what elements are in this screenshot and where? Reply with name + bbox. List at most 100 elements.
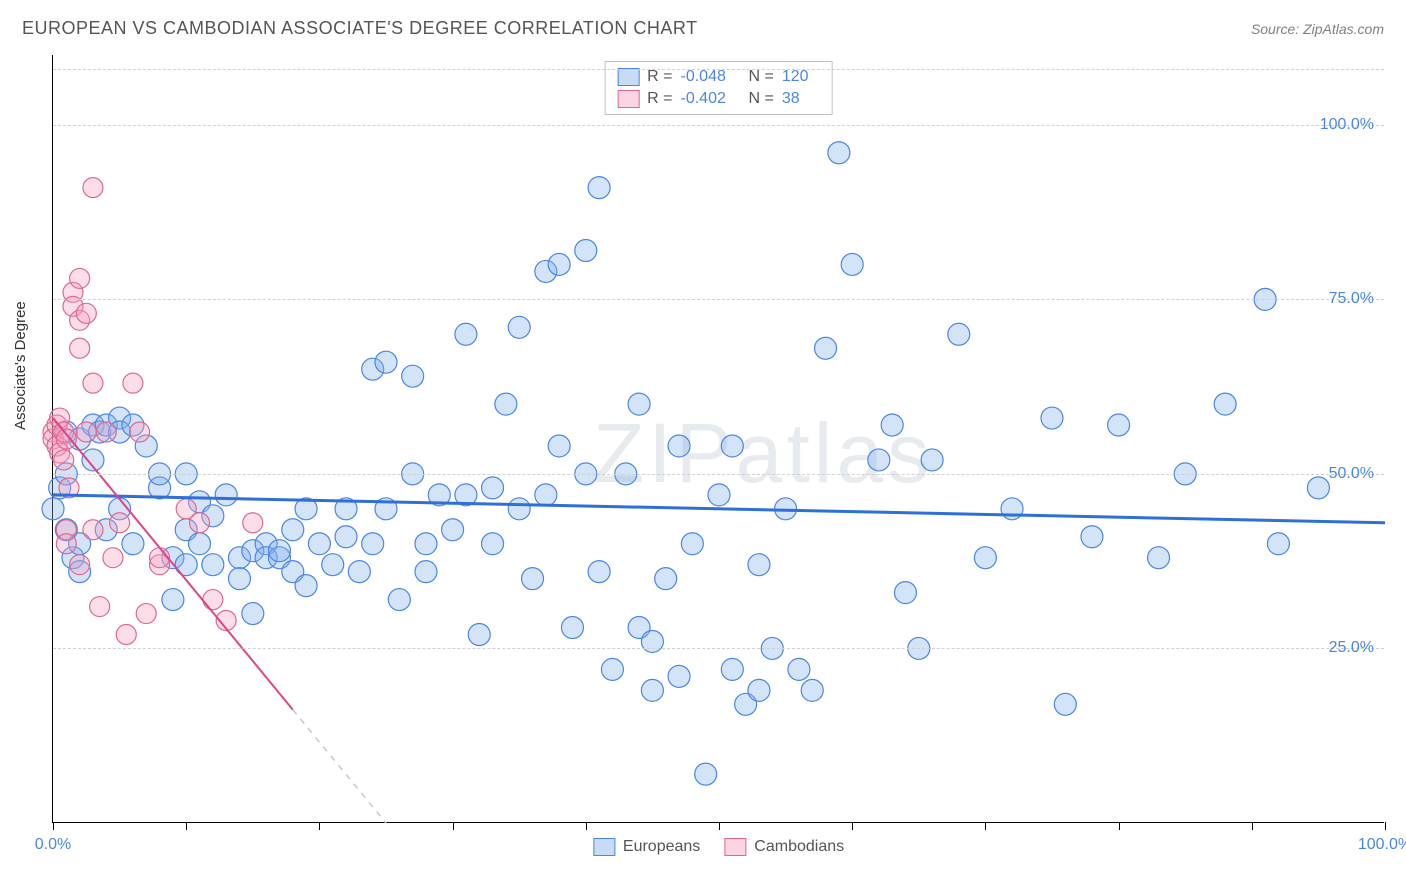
data-point <box>801 679 823 701</box>
data-point <box>268 540 290 562</box>
data-point <box>162 589 184 611</box>
data-point <box>548 435 570 457</box>
x-tick <box>586 822 587 830</box>
data-point <box>841 253 863 275</box>
data-point <box>508 498 530 520</box>
data-point <box>828 142 850 164</box>
data-point <box>348 561 370 583</box>
data-point <box>116 624 136 644</box>
x-tick <box>453 822 454 830</box>
data-point <box>122 533 144 555</box>
data-point <box>228 568 250 590</box>
legend-n-value: 120 <box>782 68 820 86</box>
legend-r-value: -0.048 <box>681 68 741 86</box>
data-point <box>921 449 943 471</box>
x-tick <box>1385 822 1386 830</box>
x-tick <box>1119 822 1120 830</box>
legend-swatch <box>617 90 639 108</box>
data-point <box>308 533 330 555</box>
data-point <box>54 450 74 470</box>
y-tick-label: 100.0% <box>1320 116 1374 134</box>
data-point <box>242 603 264 625</box>
data-point <box>748 679 770 701</box>
data-point <box>83 520 103 540</box>
legend-swatch <box>593 838 615 856</box>
data-point <box>668 665 690 687</box>
data-point <box>362 533 384 555</box>
data-point <box>628 393 650 415</box>
data-point <box>110 513 130 533</box>
data-point <box>588 177 610 199</box>
data-point <box>189 533 211 555</box>
y-axis-label: Associate's Degree <box>12 301 29 430</box>
data-point <box>402 365 424 387</box>
legend-series-item: Cambodians <box>724 838 844 856</box>
data-point <box>442 519 464 541</box>
legend-swatch <box>617 68 639 86</box>
legend-series-item: Europeans <box>593 838 700 856</box>
data-point <box>282 519 304 541</box>
data-point <box>202 554 224 576</box>
data-point <box>190 513 210 533</box>
data-point <box>42 498 64 520</box>
x-tick <box>53 822 54 830</box>
data-point <box>1041 407 1063 429</box>
data-point <box>70 555 90 575</box>
y-tick-label: 50.0% <box>1329 465 1374 483</box>
data-point <box>388 589 410 611</box>
data-point <box>1307 477 1329 499</box>
data-point <box>76 422 96 442</box>
data-point <box>588 561 610 583</box>
data-point <box>90 597 110 617</box>
data-point <box>681 533 703 555</box>
gridline-h <box>53 125 1384 126</box>
data-point <box>748 554 770 576</box>
y-tick-label: 75.0% <box>1329 290 1374 308</box>
data-point <box>76 303 96 323</box>
gridline-h <box>53 648 1384 649</box>
data-point <box>721 435 743 457</box>
data-point <box>482 533 504 555</box>
data-point <box>56 429 76 449</box>
gridline-h <box>53 474 1384 475</box>
chart-header: EUROPEAN VS CAMBODIAN ASSOCIATE'S DEGREE… <box>22 18 1384 39</box>
data-point <box>721 658 743 680</box>
legend-series-label: Cambodians <box>754 838 844 856</box>
legend-n-value: 38 <box>782 90 820 108</box>
source-label: Source: ZipAtlas.com <box>1251 21 1384 37</box>
data-point <box>415 561 437 583</box>
data-point <box>130 422 150 442</box>
data-point <box>1214 393 1236 415</box>
data-point <box>415 533 437 555</box>
data-point <box>894 582 916 604</box>
data-point <box>695 763 717 785</box>
data-point <box>948 323 970 345</box>
data-point <box>83 178 103 198</box>
data-point <box>561 617 583 639</box>
data-point <box>335 526 357 548</box>
gridline-h <box>53 299 1384 300</box>
data-point <box>788 658 810 680</box>
data-point <box>575 239 597 261</box>
legend-n-label: N = <box>749 68 774 86</box>
gridline-h <box>53 69 1384 70</box>
legend-series: Europeans Cambodians <box>593 838 844 856</box>
data-point <box>70 338 90 358</box>
data-point <box>641 679 663 701</box>
data-point <box>103 548 123 568</box>
data-point <box>881 414 903 436</box>
x-tick <box>1252 822 1253 830</box>
data-point <box>243 513 263 533</box>
data-point <box>215 484 237 506</box>
data-point <box>601 658 623 680</box>
x-tick <box>852 822 853 830</box>
legend-r-value: -0.402 <box>681 90 741 108</box>
data-point <box>535 484 557 506</box>
trendline-dashed <box>293 710 386 823</box>
legend-correlation-row: R =-0.402N =38 <box>617 88 820 110</box>
data-point <box>83 373 103 393</box>
x-tick <box>985 822 986 830</box>
data-point <box>668 435 690 457</box>
data-point <box>974 547 996 569</box>
scatter-plot-svg <box>53 55 1384 822</box>
